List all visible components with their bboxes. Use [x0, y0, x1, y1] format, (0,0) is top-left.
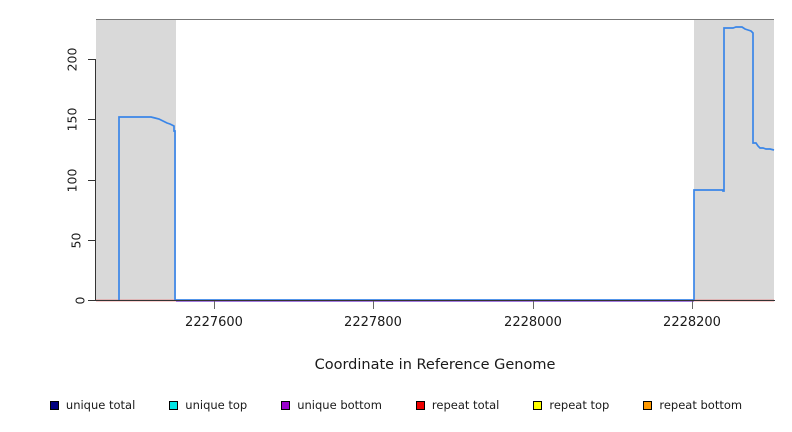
y-tick-label-200: 200: [64, 47, 80, 72]
legend-swatch-icon: [169, 400, 179, 410]
x-tick-label-2228000: 2228000: [504, 315, 562, 330]
y-tick-label-100: 100: [64, 168, 80, 193]
x-axis-title: Coordinate in Reference Genome: [314, 357, 556, 373]
x-tick-label-2227800: 2227800: [344, 315, 402, 330]
shaded-region-left: [96, 19, 176, 300]
x-axis-line: [96, 300, 775, 301]
chart-legend: unique total unique top unique bottom re…: [0, 398, 792, 412]
y-axis-line: [95, 59, 96, 301]
legend-item-repeat-top[interactable]: repeat top: [533, 398, 609, 412]
x-tick-2227600: [214, 301, 215, 309]
legend-swatch-icon: [533, 400, 543, 410]
x-tick-label-2227600: 2227600: [185, 315, 243, 330]
legend-label: repeat total: [431, 398, 500, 412]
x-tick-2228200: [692, 301, 693, 309]
legend-item-unique-total[interactable]: unique total: [49, 398, 136, 412]
x-tick-2227800: [373, 301, 374, 309]
x-tick-2228000: [533, 301, 534, 309]
coverage-depth-trace: [118, 26, 775, 301]
y-tick-100: [88, 180, 95, 181]
shaded-region-right: [694, 19, 774, 300]
legend-item-unique-bottom[interactable]: unique bottom: [281, 398, 382, 412]
legend-item-repeat-bottom[interactable]: repeat bottom: [643, 398, 742, 412]
y-tick-0: [88, 300, 95, 301]
legend-swatch-icon: [643, 400, 653, 410]
legend-label: repeat top: [549, 398, 610, 412]
legend-swatch-icon: [281, 400, 291, 410]
legend-item-repeat-total[interactable]: repeat total: [415, 398, 500, 412]
plot-top-border: [96, 19, 774, 20]
x-tick-label-2228200: 2228200: [663, 315, 721, 330]
legend-label: unique bottom: [297, 398, 382, 412]
y-tick-150: [88, 119, 95, 120]
y-tick-label-0: 0: [72, 296, 88, 305]
y-tick-200: [88, 59, 95, 60]
y-tick-label-150: 150: [64, 107, 80, 132]
y-tick-50: [88, 240, 95, 241]
legend-swatch-icon: [415, 400, 425, 410]
plot-area: [96, 19, 774, 300]
legend-label: repeat bottom: [659, 398, 743, 412]
legend-swatch-icon: [49, 400, 59, 410]
legend-item-unique-top[interactable]: unique top: [169, 398, 247, 412]
y-tick-label-50: 50: [68, 232, 84, 249]
legend-label: unique total: [65, 398, 136, 412]
legend-label: unique top: [185, 398, 248, 412]
